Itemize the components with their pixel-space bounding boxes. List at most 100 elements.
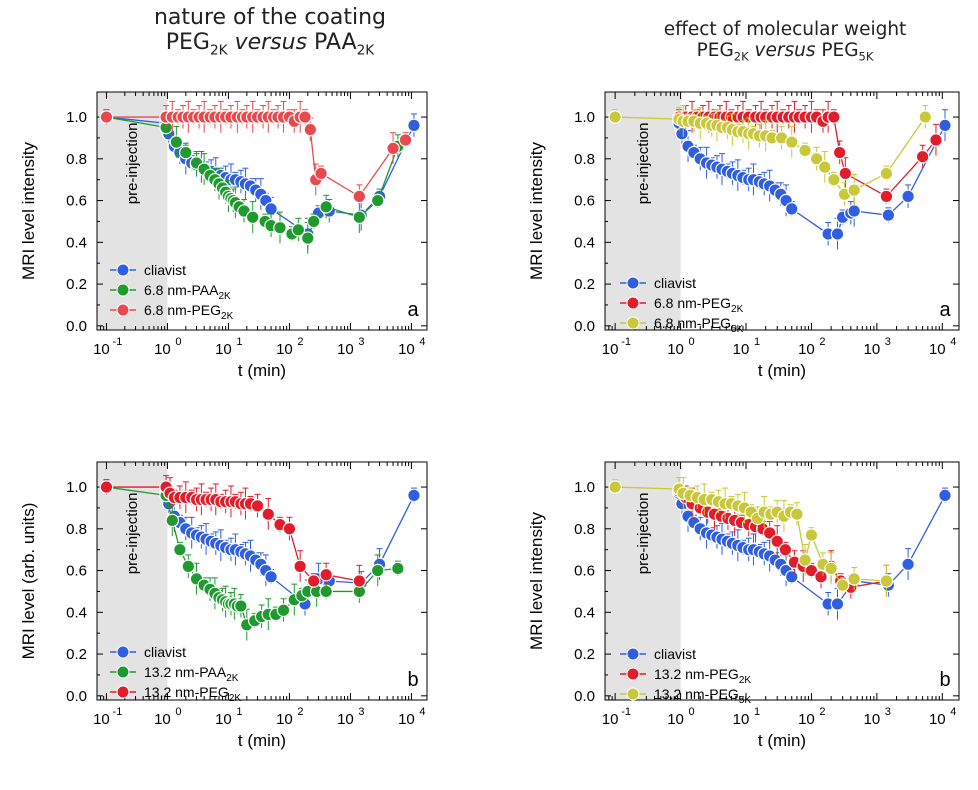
data-point	[838, 166, 853, 181]
data-point	[261, 507, 276, 521]
pre-injection-label: pre-injection	[635, 123, 652, 205]
data-point	[370, 193, 385, 208]
legend-swatch-marker	[626, 667, 640, 681]
legend-label-subscript: 2K	[218, 291, 231, 302]
data-point	[300, 231, 315, 245]
pre-injection-label: pre-injection	[124, 493, 141, 575]
legend-label: 6.8 nm-PAA2K	[144, 282, 231, 302]
data-point	[319, 567, 333, 582]
y-tick-label: 1.0	[66, 479, 87, 496]
x-tick-label: 10	[929, 341, 946, 358]
data-point	[901, 557, 915, 572]
y-tick-label: 1.0	[66, 109, 87, 126]
data-point	[784, 570, 799, 584]
right-title-b: PEG	[821, 39, 859, 61]
x-axis-label: t (min)	[238, 361, 286, 380]
plot-frame	[96, 461, 428, 701]
legend-swatch-marker	[626, 276, 640, 290]
legend-label-main: 13.2 nm-PEG	[654, 666, 739, 682]
x-tick-exponent: 4	[419, 706, 425, 718]
legend-label-main: 6.8 nm-PEG	[654, 315, 731, 331]
data-point	[827, 110, 841, 124]
data-point	[938, 488, 952, 503]
y-tick-label: 0.8	[66, 151, 87, 168]
data-point	[352, 189, 367, 204]
y-tick-label: 0.6	[66, 563, 87, 580]
data-point	[784, 135, 799, 149]
x-tick-label: 10	[398, 711, 415, 728]
y-axis-label: MRI level intensity	[19, 142, 38, 280]
x-tick-exponent: 2	[297, 706, 303, 718]
legend-label: 13.2 nm-PEG5K	[654, 686, 751, 706]
data-point	[234, 599, 248, 613]
x-tick-exponent: 1	[236, 336, 242, 348]
x-tick-exponent: 0	[689, 336, 695, 348]
right-title-versus: versus	[754, 39, 816, 61]
legend-label-main: 6.8 nm-PAA	[144, 282, 219, 298]
x-axis-label: t (min)	[758, 731, 806, 750]
data-point	[608, 480, 622, 494]
x-tick-exponent: 1	[754, 706, 760, 718]
x-tick-label: 10	[798, 711, 815, 728]
pre-injection-region	[605, 92, 681, 330]
data-point	[879, 166, 894, 181]
x-tick-exponent: 1	[754, 336, 760, 348]
x-tick-exponent: 3	[358, 706, 364, 718]
data-point	[790, 507, 804, 521]
data-point	[824, 561, 838, 576]
data-point	[814, 570, 828, 584]
legend-swatch-marker	[626, 296, 640, 310]
data-point	[901, 189, 915, 204]
pre-injection-region	[97, 462, 168, 700]
data-point	[835, 578, 850, 592]
data-point	[770, 534, 785, 549]
panel-letter: b	[939, 669, 950, 691]
data-point	[165, 513, 180, 528]
y-tick-label: 0.0	[66, 318, 87, 335]
x-tick-label: 10	[733, 711, 750, 728]
data-point	[879, 574, 894, 588]
legend-swatch-marker	[116, 303, 130, 317]
panel-letter: b	[407, 669, 418, 691]
legend-label-main: cliavist	[654, 275, 696, 291]
y-tick-label: 0.8	[66, 521, 87, 538]
x-tick-label: 10	[154, 711, 171, 728]
legend-swatch-marker	[116, 263, 130, 277]
x-axis-label: t (min)	[238, 731, 286, 750]
y-tick-label: 1.0	[574, 109, 595, 126]
x-tick-label: 10	[93, 341, 110, 358]
legend-swatch-marker	[626, 647, 640, 661]
data-point	[370, 563, 385, 578]
data-point	[778, 542, 793, 557]
data-point	[827, 172, 841, 187]
legend-swatch-marker	[116, 685, 130, 699]
pre-injection-region	[605, 462, 681, 700]
legend-label: cliavist	[144, 644, 186, 660]
x-tick-exponent: 2	[819, 706, 825, 718]
legend-label: 13.2 nm-PEG2K	[144, 684, 241, 704]
data-point	[830, 597, 845, 611]
y-tick-label: 0.4	[574, 604, 595, 621]
x-tick-label: 10	[864, 711, 881, 728]
data-point	[881, 208, 896, 222]
left-title-line2: PEG2K versus PAA2K	[120, 30, 420, 59]
plot-frame	[604, 461, 960, 701]
data-point	[398, 133, 413, 147]
y-axis-label: MRI level intensity	[527, 142, 546, 280]
data-point	[784, 202, 799, 216]
data-point	[391, 561, 405, 576]
legend-label-subscript: 2K	[226, 673, 239, 684]
plot-frame	[604, 91, 960, 331]
x-tick-exponent: 3	[885, 336, 891, 348]
data-point	[798, 143, 812, 158]
legend-swatch-marker	[116, 283, 130, 297]
data-point	[173, 542, 187, 557]
legend-swatch-marker	[626, 316, 640, 330]
data-point	[386, 141, 400, 156]
right-title-line2: PEG2K versus PEG5K	[620, 39, 950, 64]
data-point	[306, 214, 321, 229]
left-title-a-sub: 2K	[209, 42, 228, 59]
x-tick-exponent: 4	[950, 336, 956, 348]
